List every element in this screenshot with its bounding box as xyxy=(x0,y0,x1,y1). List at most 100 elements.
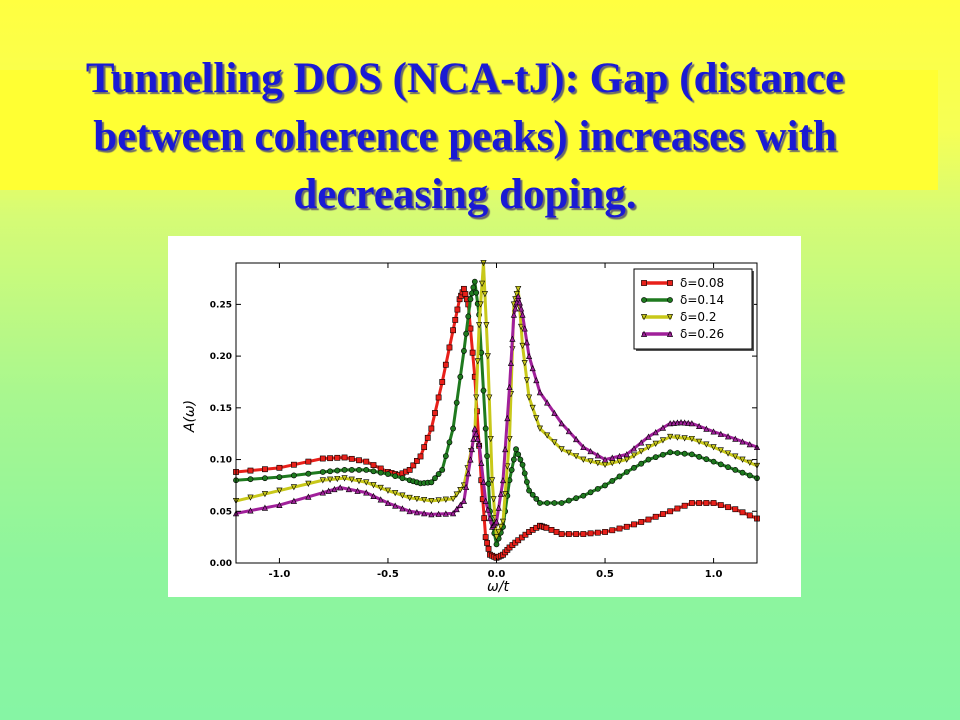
data-point-1-82 xyxy=(631,464,637,471)
data-point-0-86 xyxy=(616,525,623,532)
data-point-1-84 xyxy=(645,456,652,463)
data-point-2-47 xyxy=(497,523,504,531)
data-point-2-39 xyxy=(484,353,491,360)
legend-marker-2 xyxy=(666,314,674,321)
data-point-3-94 xyxy=(717,430,724,437)
data-point-3-67 xyxy=(544,399,551,406)
data-point-3-49 xyxy=(502,445,509,453)
data-point-1-33 xyxy=(461,348,467,354)
data-point-0-23 xyxy=(414,458,420,464)
data-point-2-71 xyxy=(573,453,580,460)
data-point-2-24 xyxy=(449,495,457,503)
data-point-0-8 xyxy=(334,454,341,461)
data-point-0-33 xyxy=(450,327,456,334)
data-point-2-11 xyxy=(355,478,363,485)
data-point-2-1 xyxy=(247,494,254,501)
data-point-3-33 xyxy=(471,425,478,432)
x-tick-label: -0.5 xyxy=(377,569,399,580)
data-point-3-72 xyxy=(580,443,587,451)
data-point-2-8 xyxy=(334,475,341,483)
legend-marker-0 xyxy=(667,280,673,286)
data-point-0-51 xyxy=(482,534,489,541)
data-point-2-3 xyxy=(276,487,283,494)
data-point-1-65 xyxy=(523,479,530,485)
data-point-2-35 xyxy=(478,280,486,287)
data-point-2-61 xyxy=(521,360,528,367)
data-point-2-32 xyxy=(474,358,481,365)
data-point-1-4 xyxy=(290,472,297,479)
data-point-2-19 xyxy=(413,495,420,503)
data-point-2-26 xyxy=(457,486,464,494)
series-1 xyxy=(233,278,760,548)
legend: δ=0.08 δ=0.14 δ=0.2 δ=0.26 xyxy=(633,268,754,351)
data-point-1-5 xyxy=(305,470,312,477)
x-tick-label: -1.0 xyxy=(268,569,290,580)
data-point-0-87 xyxy=(623,523,630,530)
data-point-3-60 xyxy=(519,311,526,318)
data-point-3-57 xyxy=(515,292,522,300)
data-point-1-14 xyxy=(377,469,384,476)
data-point-1-29 xyxy=(446,439,453,446)
data-point-1-70 xyxy=(544,500,551,506)
data-point-0-34 xyxy=(452,316,459,323)
data-point-2-50 xyxy=(504,463,511,470)
data-point-1-62 xyxy=(517,456,524,463)
data-point-2-73 xyxy=(587,458,594,465)
data-point-1-2 xyxy=(262,475,268,482)
data-point-3-50 xyxy=(504,414,511,422)
data-point-3-40 xyxy=(484,506,491,513)
data-point-1-63 xyxy=(519,461,526,468)
data-point-2-31 xyxy=(473,394,480,401)
data-point-0-43 xyxy=(467,325,474,332)
data-point-3-65 xyxy=(533,376,540,384)
data-point-2-72 xyxy=(580,456,587,463)
data-point-2-89 xyxy=(703,441,710,448)
data-point-0-78 xyxy=(558,531,565,537)
data-point-0-92 xyxy=(660,511,666,517)
data-point-3-82 xyxy=(652,429,659,436)
data-point-3-35 xyxy=(474,435,481,442)
data-point-0-89 xyxy=(638,519,645,525)
data-point-1-46 xyxy=(484,453,490,460)
data-point-1-80 xyxy=(616,473,623,480)
data-point-3-48 xyxy=(499,476,507,484)
data-point-2-66 xyxy=(536,425,544,432)
data-point-1-31 xyxy=(453,399,460,406)
data-point-1-45 xyxy=(482,425,489,432)
data-point-1-93 xyxy=(710,458,717,465)
data-point-2-38 xyxy=(483,322,490,329)
data-point-0-94 xyxy=(674,505,681,512)
data-point-0-104 xyxy=(746,512,753,519)
data-point-0-27 xyxy=(428,425,435,432)
data-point-3-10 xyxy=(345,485,352,493)
data-point-3-59 xyxy=(518,305,525,312)
data-point-0-30 xyxy=(439,379,446,385)
data-point-0-11 xyxy=(356,457,362,464)
data-point-0-10 xyxy=(348,455,355,462)
data-point-0-21 xyxy=(406,466,413,473)
data-point-2-9 xyxy=(341,475,348,482)
data-point-0-84 xyxy=(602,529,608,535)
data-point-3-88 xyxy=(681,419,688,426)
data-point-1-60 xyxy=(513,446,519,453)
data-point-3-69 xyxy=(558,420,565,427)
data-point-2-48 xyxy=(499,518,507,525)
data-point-3-38 xyxy=(480,478,487,485)
data-point-1-96 xyxy=(732,466,739,473)
data-point-3-24 xyxy=(449,510,457,517)
y-tick-label: 0.20 xyxy=(210,352,232,362)
data-point-2-87 xyxy=(688,435,695,443)
data-point-2-10 xyxy=(348,476,355,483)
data-point-0-103 xyxy=(739,509,746,516)
data-point-0-95 xyxy=(681,502,688,509)
data-point-2-4 xyxy=(290,484,297,491)
data-point-3-17 xyxy=(399,505,406,512)
data-point-1-38 xyxy=(470,284,477,291)
data-point-2-2 xyxy=(261,491,269,498)
data-point-3-80 xyxy=(638,439,645,446)
data-point-3-78 xyxy=(623,451,630,458)
y-tick-label: 0.15 xyxy=(210,404,232,414)
data-point-3-62 xyxy=(523,339,530,346)
legend-marker-3 xyxy=(666,330,674,337)
data-point-3-75 xyxy=(601,456,609,463)
